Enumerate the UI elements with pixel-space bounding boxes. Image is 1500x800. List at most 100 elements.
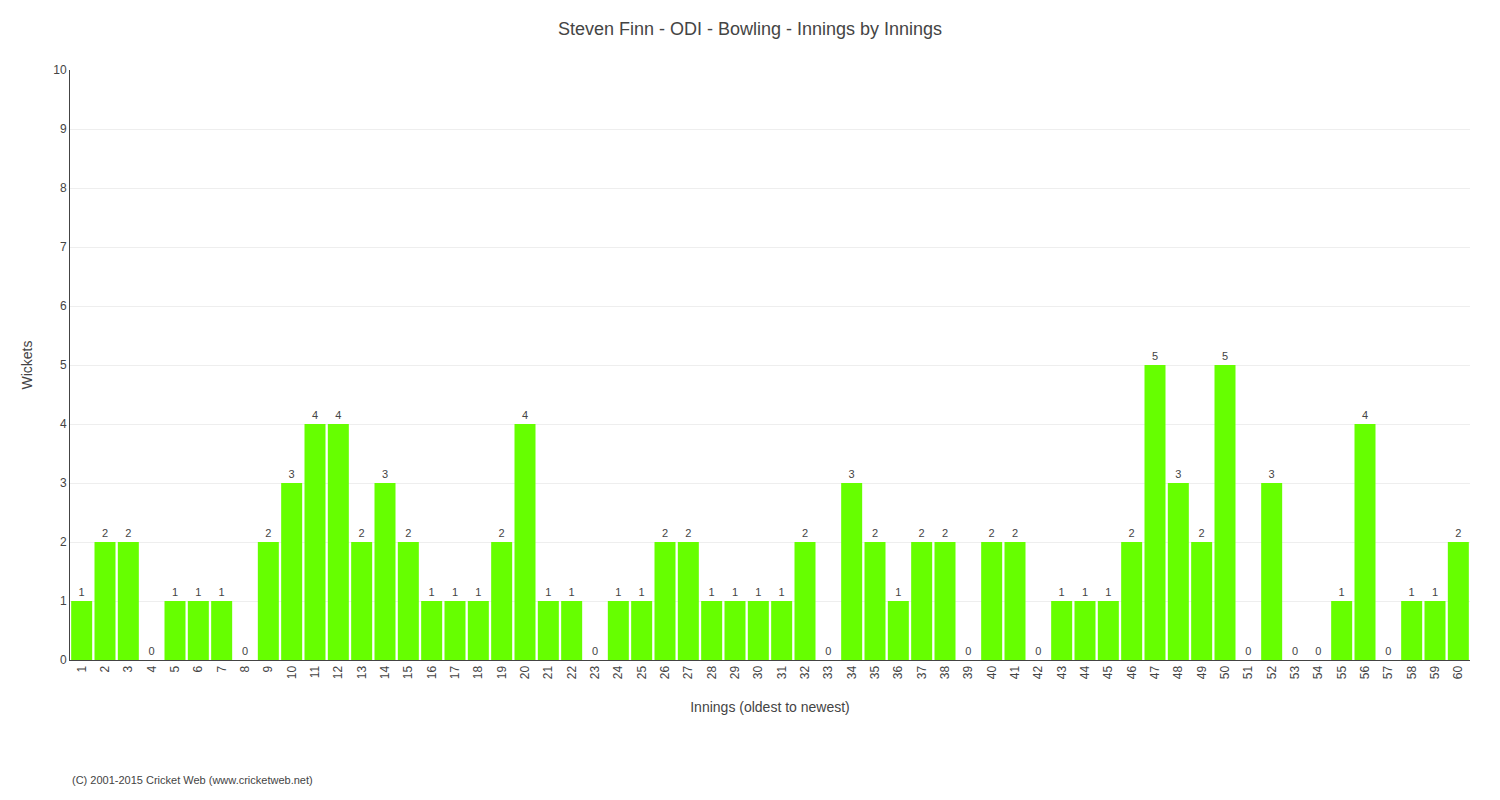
svg-text:44: 44 <box>1078 665 1092 679</box>
svg-text:3: 3 <box>289 468 295 480</box>
svg-text:1: 1 <box>1409 586 1415 598</box>
svg-text:34: 34 <box>845 665 859 679</box>
svg-text:1: 1 <box>475 586 481 598</box>
svg-text:25: 25 <box>635 665 649 679</box>
svg-text:13: 13 <box>355 665 369 679</box>
svg-text:1: 1 <box>172 586 178 598</box>
svg-text:8: 8 <box>60 181 67 195</box>
svg-text:2: 2 <box>1012 527 1018 539</box>
svg-text:1: 1 <box>545 586 551 598</box>
svg-text:22: 22 <box>565 665 579 679</box>
svg-text:31: 31 <box>775 665 789 679</box>
svg-text:0: 0 <box>592 645 598 657</box>
svg-text:11: 11 <box>308 665 322 678</box>
svg-text:7: 7 <box>60 240 67 254</box>
svg-text:1: 1 <box>60 594 67 608</box>
svg-text:1: 1 <box>219 586 225 598</box>
svg-text:1: 1 <box>79 586 85 598</box>
svg-text:24: 24 <box>611 665 625 679</box>
svg-text:4: 4 <box>145 665 159 672</box>
svg-text:23: 23 <box>588 665 602 679</box>
svg-text:60: 60 <box>1451 665 1465 679</box>
svg-text:1: 1 <box>639 586 645 598</box>
svg-text:40: 40 <box>985 665 999 679</box>
svg-text:59: 59 <box>1428 665 1442 679</box>
svg-text:47: 47 <box>1148 665 1162 679</box>
svg-text:3: 3 <box>121 665 135 672</box>
svg-text:55: 55 <box>1335 665 1349 679</box>
svg-text:49: 49 <box>1195 665 1209 679</box>
svg-text:58: 58 <box>1405 665 1419 679</box>
svg-text:0: 0 <box>242 645 248 657</box>
svg-text:5: 5 <box>168 665 182 672</box>
svg-text:1: 1 <box>429 586 435 598</box>
svg-text:2: 2 <box>405 527 411 539</box>
svg-text:2: 2 <box>125 527 131 539</box>
svg-text:4: 4 <box>60 417 67 431</box>
svg-text:2: 2 <box>989 527 995 539</box>
svg-text:1: 1 <box>709 586 715 598</box>
svg-text:33: 33 <box>821 665 835 679</box>
svg-text:9: 9 <box>261 665 275 672</box>
svg-text:14: 14 <box>378 665 392 679</box>
svg-text:1: 1 <box>195 586 201 598</box>
svg-text:(C) 2001-2015 Cricket Web (www: (C) 2001-2015 Cricket Web (www.cricketwe… <box>72 774 313 786</box>
svg-text:17: 17 <box>448 665 462 679</box>
svg-text:2: 2 <box>1455 527 1461 539</box>
svg-text:0: 0 <box>965 645 971 657</box>
svg-text:56: 56 <box>1358 665 1372 679</box>
svg-text:7: 7 <box>215 665 229 672</box>
svg-text:4: 4 <box>312 409 318 421</box>
svg-text:1: 1 <box>1432 586 1438 598</box>
svg-text:2: 2 <box>919 527 925 539</box>
svg-text:46: 46 <box>1125 665 1139 679</box>
svg-text:51: 51 <box>1241 665 1255 679</box>
svg-text:43: 43 <box>1055 665 1069 679</box>
svg-text:29: 29 <box>728 665 742 679</box>
svg-text:0: 0 <box>1315 645 1321 657</box>
svg-text:0: 0 <box>60 653 67 667</box>
svg-text:2: 2 <box>662 527 668 539</box>
svg-text:36: 36 <box>891 665 905 679</box>
svg-text:2: 2 <box>60 535 67 549</box>
svg-text:42: 42 <box>1031 665 1045 679</box>
svg-text:0: 0 <box>1245 645 1251 657</box>
svg-text:30: 30 <box>751 665 765 679</box>
svg-text:2: 2 <box>98 665 112 672</box>
svg-text:2: 2 <box>1199 527 1205 539</box>
svg-text:16: 16 <box>425 665 439 679</box>
svg-text:2: 2 <box>359 527 365 539</box>
svg-text:32: 32 <box>798 665 812 679</box>
svg-text:3: 3 <box>1269 468 1275 480</box>
svg-text:10: 10 <box>53 63 67 77</box>
svg-text:27: 27 <box>681 665 695 679</box>
svg-text:57: 57 <box>1381 665 1395 679</box>
svg-text:Wickets: Wickets <box>19 341 35 390</box>
svg-text:3: 3 <box>1175 468 1181 480</box>
svg-text:9: 9 <box>60 122 67 136</box>
svg-text:2: 2 <box>499 527 505 539</box>
svg-text:4: 4 <box>522 409 528 421</box>
svg-text:20: 20 <box>518 665 532 679</box>
svg-text:5: 5 <box>1222 350 1228 362</box>
svg-text:1: 1 <box>779 586 785 598</box>
svg-text:2: 2 <box>802 527 808 539</box>
svg-text:2: 2 <box>942 527 948 539</box>
svg-text:41: 41 <box>1008 665 1022 679</box>
svg-text:2: 2 <box>1129 527 1135 539</box>
svg-text:50: 50 <box>1218 665 1232 679</box>
svg-text:1: 1 <box>732 586 738 598</box>
svg-text:1: 1 <box>615 586 621 598</box>
svg-text:18: 18 <box>471 665 485 679</box>
svg-text:3: 3 <box>382 468 388 480</box>
svg-text:26: 26 <box>658 665 672 679</box>
svg-text:52: 52 <box>1265 665 1279 679</box>
svg-text:1: 1 <box>569 586 575 598</box>
svg-text:4: 4 <box>335 409 341 421</box>
svg-text:12: 12 <box>331 665 345 679</box>
svg-text:8: 8 <box>238 665 252 672</box>
svg-text:1: 1 <box>1339 586 1345 598</box>
svg-text:5: 5 <box>60 358 67 372</box>
svg-text:2: 2 <box>872 527 878 539</box>
svg-text:54: 54 <box>1311 665 1325 679</box>
